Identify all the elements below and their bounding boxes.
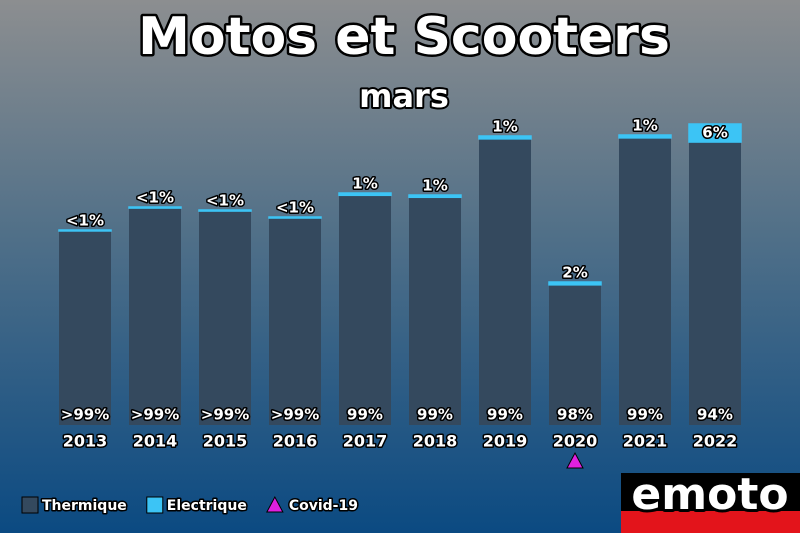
bar-segment	[689, 142, 741, 425]
value-label: 99%	[347, 406, 383, 424]
bar-segment	[268, 216, 322, 219]
value-label: 1%	[632, 117, 657, 135]
value-label: >99%	[201, 406, 249, 424]
legend-label: Thermique	[42, 498, 127, 514]
value-label: <1%	[276, 199, 314, 217]
bar-segment	[339, 195, 391, 425]
x-tick-label: 2021	[623, 432, 668, 451]
bar-segment	[688, 123, 742, 143]
value-label: >99%	[61, 406, 109, 424]
bar-segment	[618, 134, 672, 139]
bar-segment	[59, 230, 111, 425]
x-tick-label: 2022	[693, 432, 738, 451]
chart-subtitle: mars	[359, 77, 449, 115]
x-tick-label: 2019	[483, 432, 528, 451]
x-tick-label: 2015	[203, 432, 248, 451]
bar-segment	[338, 192, 392, 197]
bar-segment	[128, 206, 182, 209]
bar-segment	[198, 209, 252, 212]
bar-segment	[129, 208, 181, 425]
x-tick-label: 2020	[553, 432, 598, 451]
x-tick-label: 2017	[343, 432, 388, 451]
bar-segment	[269, 218, 321, 425]
bar-segment	[479, 138, 531, 425]
bar-segment	[58, 229, 112, 232]
legend-label: Covid-19	[289, 498, 358, 514]
legend-marker	[266, 495, 284, 513]
logo-text: emoto	[631, 469, 788, 520]
logo: emoto	[621, 466, 800, 533]
bar-segment	[409, 197, 461, 425]
value-label: <1%	[136, 189, 174, 207]
legend-swatch	[21, 496, 39, 514]
value-label: 99%	[627, 406, 663, 424]
x-tick-label: 2016	[273, 432, 318, 451]
bar-segment	[478, 135, 532, 140]
value-label: 94%	[697, 406, 733, 424]
value-label: 2%	[562, 264, 587, 282]
bar-segment	[619, 137, 671, 425]
value-label: 6%	[702, 124, 727, 142]
bar-segment	[199, 211, 251, 425]
value-label: 99%	[417, 406, 453, 424]
value-label: <1%	[206, 192, 244, 210]
x-tick-label: 2013	[63, 432, 108, 451]
value-label: 1%	[352, 175, 377, 193]
bar-segment	[408, 194, 462, 199]
value-label: 98%	[557, 406, 593, 424]
bar-segment	[548, 281, 602, 286]
bar-segment	[549, 284, 601, 425]
value-label: 1%	[492, 118, 517, 136]
value-label: 99%	[487, 406, 523, 424]
value-label: >99%	[131, 406, 179, 424]
value-label: 1%	[422, 177, 447, 195]
legend-label: Electrique	[167, 498, 247, 514]
x-tick-label: 2014	[133, 432, 178, 451]
legend-swatch	[146, 496, 164, 514]
chart-title: Motos et Scooters	[138, 7, 670, 67]
x-tick-label: 2018	[413, 432, 458, 451]
logo-stripe	[621, 511, 800, 533]
event-marker	[566, 451, 584, 469]
value-label: <1%	[66, 212, 104, 230]
value-label: >99%	[271, 406, 319, 424]
